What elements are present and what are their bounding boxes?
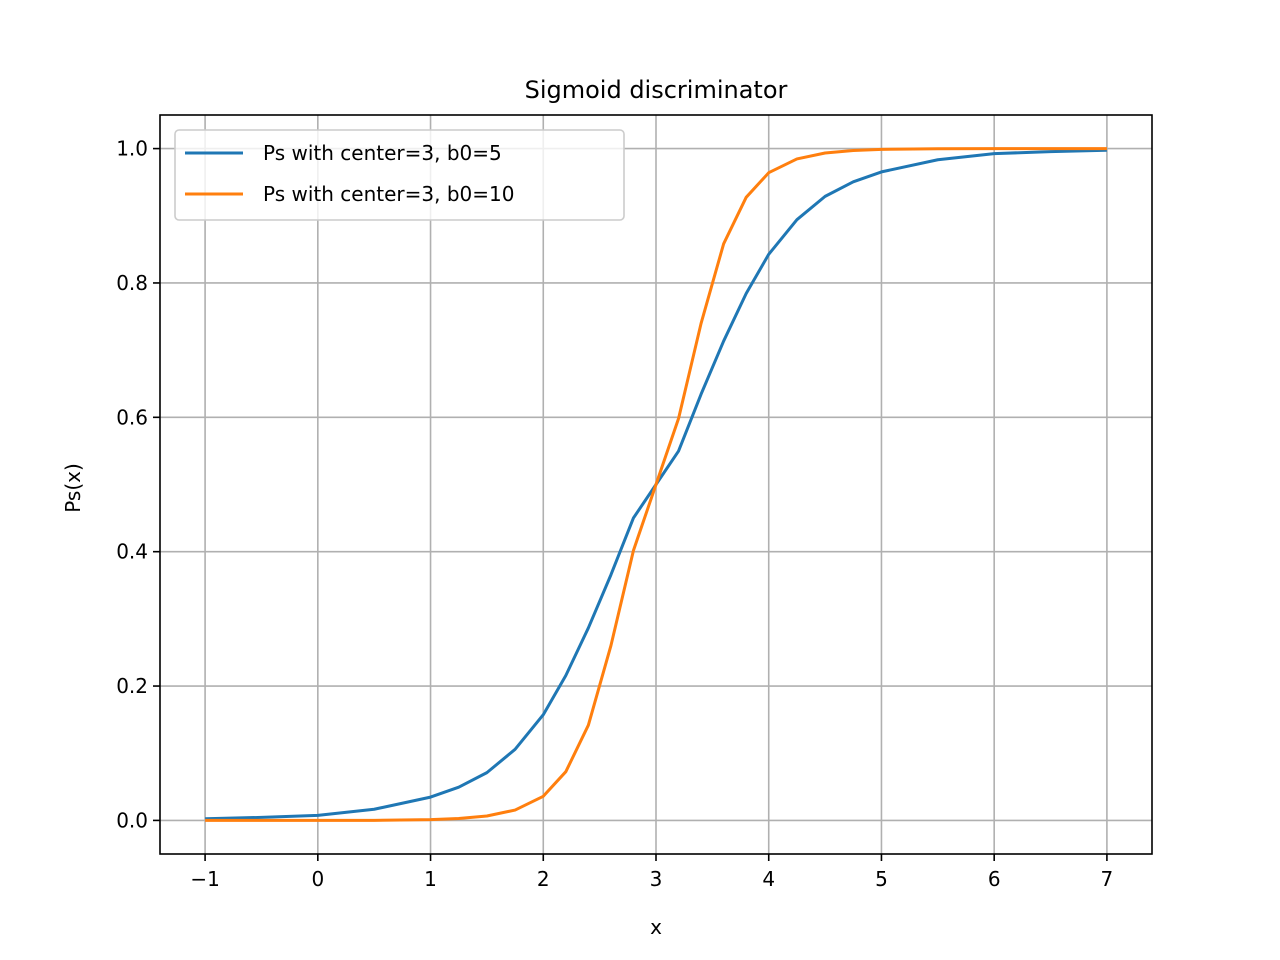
x-tick-label: −1 [190, 867, 219, 891]
x-tick-label: 1 [424, 867, 437, 891]
y-tick-label: 0.0 [116, 808, 148, 832]
chart-title: Sigmoid discriminator [525, 76, 788, 104]
legend: Ps with center=3, b0=5 Ps with center=3,… [174, 129, 625, 221]
y-tick-label: 0.6 [116, 405, 148, 429]
tick-layer: −1 0 1 2 3 4 5 6 7 0.0 0.2 0.4 0.6 0.8 1.0 [116, 137, 1113, 891]
grid-layer [160, 115, 1152, 854]
y-tick-label: 1.0 [116, 137, 148, 161]
x-tick-label: 3 [650, 867, 663, 891]
x-tick-label: 6 [988, 867, 1001, 891]
x-tick-label: 2 [537, 867, 550, 891]
y-axis-label: Ps(x) [61, 463, 85, 513]
y-tick-label: 0.4 [116, 540, 148, 564]
x-tick-label: 0 [311, 867, 324, 891]
y-tick-label: 0.2 [116, 674, 148, 698]
series-layer [205, 147, 1107, 822]
series-line-2 [205, 147, 1107, 822]
x-axis-label: x [650, 915, 662, 939]
x-tick-label: 7 [1101, 867, 1114, 891]
legend-box [174, 129, 625, 221]
legend-label-series-2: Ps with center=3, b0=10 [263, 182, 514, 206]
y-tick-label: 0.8 [116, 271, 148, 295]
x-tick-label: 4 [762, 867, 775, 891]
legend-label-series-1: Ps with center=3, b0=5 [263, 141, 502, 165]
x-tick-label: 5 [875, 867, 888, 891]
